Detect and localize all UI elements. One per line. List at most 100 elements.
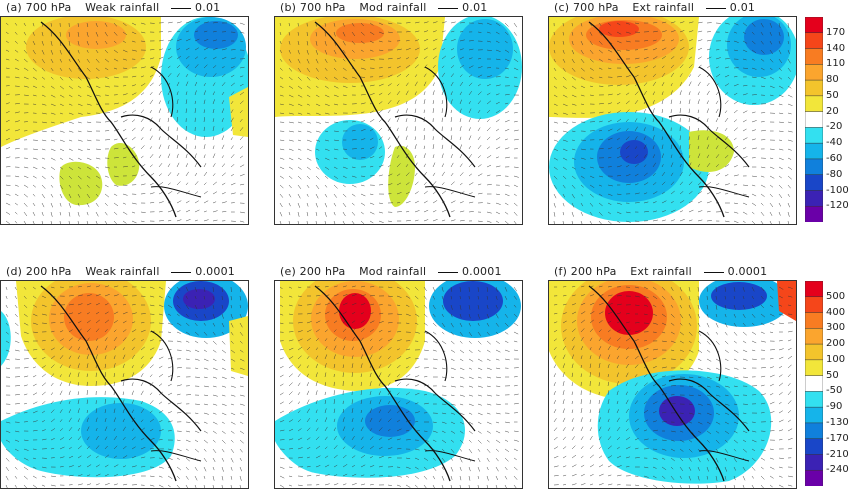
colorbar-tick-label: 110: [826, 58, 845, 69]
panel-label: (e): [280, 265, 296, 278]
panel-label: (c): [554, 1, 569, 14]
field-plot-f: [549, 281, 796, 488]
map-panel-c: [548, 16, 797, 225]
rainfall-word: rainfall: [120, 265, 160, 278]
reference-vector-line: [171, 8, 191, 9]
reference-vector-line: [438, 272, 458, 273]
colorbar-swatch: [805, 80, 823, 96]
colorbar-swatch: [805, 439, 823, 455]
panel-label: (d): [6, 265, 22, 278]
rainfall-word: rainfall: [387, 1, 427, 14]
colorbar-tick-label: -90: [826, 401, 842, 412]
colorbar-tick-label: -240: [826, 464, 849, 475]
rainfall-category: Mod: [359, 1, 383, 14]
map-panel-f: [548, 280, 797, 489]
colorbar-swatch: [805, 190, 823, 206]
reference-vector-value: 0.01: [462, 1, 487, 14]
panel-title-d: (d) 200 hPa Weak rainfall 0.0001: [6, 265, 235, 278]
rainfall-category: Weak: [85, 1, 116, 14]
colorbar-tick-label: 140: [826, 43, 845, 54]
rainfall-word: rainfall: [387, 265, 427, 278]
field-plot-b: [275, 17, 522, 224]
reference-vector-value: 0.0001: [195, 265, 235, 278]
colorbar-tick-label: 170: [826, 27, 845, 38]
panel-label: (b): [280, 1, 296, 14]
colorbar-swatch: [805, 206, 823, 222]
colorbar-swatch: [805, 175, 823, 191]
reference-vector-value: 0.0001: [728, 265, 768, 278]
colorbar-swatch: [805, 127, 823, 143]
panel-title-b: (b) 700 hPa Mod rainfall 0.01: [280, 1, 487, 14]
colorbar-tick-label: -40: [826, 137, 842, 148]
panel-title-a: (a) 700 hPa Weak rainfall 0.01: [6, 1, 220, 14]
reference-vector-line: [171, 272, 191, 273]
colorbar-swatch: [805, 281, 823, 297]
colorbar-tick-label: -120: [826, 200, 849, 211]
panel-label: (f): [554, 265, 567, 278]
rainfall-word: rainfall: [652, 265, 692, 278]
colorbar-swatch: [805, 33, 823, 49]
rainfall-word: rainfall: [654, 1, 694, 14]
colorbar-swatch: [805, 344, 823, 360]
colorbar-swatch: [805, 328, 823, 344]
colorbar-tick-label: -130: [826, 417, 849, 428]
pressure-level: 700 hPa: [573, 1, 619, 14]
colorbar-swatch: [805, 159, 823, 175]
panel-label: (a): [6, 1, 22, 14]
reference-vector-line: [704, 272, 724, 273]
reference-vector-value: 0.01: [730, 1, 755, 14]
reference-vector-value: 0.01: [195, 1, 220, 14]
colorbar-tick-label: 400: [826, 307, 845, 318]
rainfall-category: Ext: [632, 1, 650, 14]
colorbar-swatch: [805, 64, 823, 80]
pressure-level: 700 hPa: [26, 1, 72, 14]
colorbar-swatch: [805, 297, 823, 313]
colorbar-tick-label: 50: [826, 90, 839, 101]
colorbar-tick-label: -210: [826, 449, 849, 460]
map-panel-a: [0, 16, 249, 225]
colorbar-tick-label: 300: [826, 322, 845, 333]
map-panel-e: [274, 280, 523, 489]
field-plot-c: [549, 17, 796, 224]
colorbar-tick-label: 200: [826, 338, 845, 349]
colorbar-swatch: [805, 407, 823, 423]
colorbar-swatches: [805, 281, 823, 486]
colorbar-swatch: [805, 423, 823, 439]
colorbar-swatch: [805, 96, 823, 112]
rainfall-word: rainfall: [120, 1, 160, 14]
field-plot-a: [1, 17, 248, 224]
rainfall-category: Mod: [359, 265, 383, 278]
colorbar-tick-label: -170: [826, 433, 849, 444]
colorbar-swatch: [805, 49, 823, 65]
panel-title-e: (e) 200 hPa Mod rainfall 0.0001: [280, 265, 502, 278]
rainfall-category: Weak: [85, 265, 116, 278]
colorbar-tick-label: -20: [826, 121, 842, 132]
colorbar-swatch: [805, 454, 823, 470]
field-plot-e: [275, 281, 522, 488]
colorbar-swatch: [805, 376, 823, 392]
colorbar-tick-label: -50: [826, 385, 842, 396]
rainfall-category: Ext: [630, 265, 648, 278]
colorbar-swatch: [805, 143, 823, 159]
colorbar-swatch: [805, 360, 823, 376]
pressure-level: 200 hPa: [571, 265, 617, 278]
colorbar-swatches: [805, 17, 823, 222]
colorbar-swatch: [805, 17, 823, 33]
field-plot-d: [1, 281, 248, 488]
colorbar-tick-label: -80: [826, 169, 842, 180]
colorbar-tick-label: 50: [826, 370, 839, 381]
colorbar-tick-label: 100: [826, 354, 845, 365]
map-panel-d: [0, 280, 249, 489]
panel-title-f: (f) 200 hPa Ext rainfall 0.0001: [554, 265, 767, 278]
pressure-level: 200 hPa: [26, 265, 72, 278]
reference-vector-line: [438, 8, 458, 9]
colorbar-tick-label: 80: [826, 74, 839, 85]
colorbar-swatch: [805, 313, 823, 329]
colorbar-tick-label: 20: [826, 106, 839, 117]
pressure-level: 700 hPa: [300, 1, 346, 14]
reference-vector-value: 0.0001: [462, 265, 502, 278]
colorbar-top: [805, 17, 823, 222]
pressure-level: 200 hPa: [300, 265, 346, 278]
